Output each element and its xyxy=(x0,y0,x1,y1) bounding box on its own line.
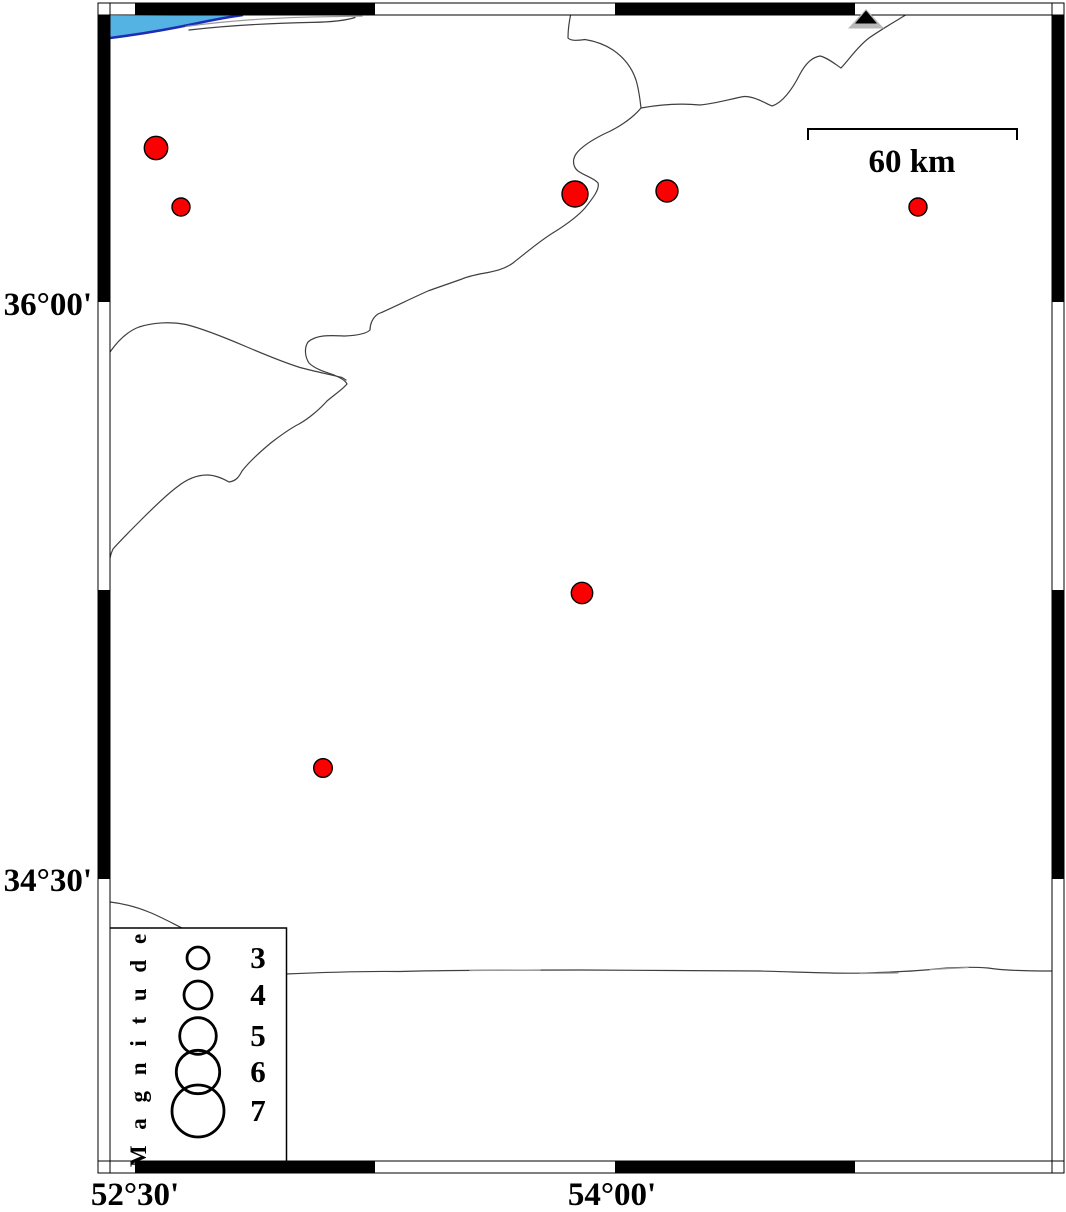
legend-title: M a g n i t u d e xyxy=(126,928,151,1168)
legend-circle-m3 xyxy=(185,945,211,971)
coastline-main xyxy=(108,107,642,580)
legend-magnitude-label: 5 xyxy=(250,1018,266,1053)
lat-tick-label-top: 36°00' xyxy=(3,287,92,323)
earthquake-markers xyxy=(143,135,928,779)
coastline-bay-spit xyxy=(109,322,347,381)
river-branch xyxy=(567,12,642,109)
lon-tick-label-right: 54°00' xyxy=(567,1177,657,1212)
legend-magnitude-label: 7 xyxy=(250,1093,266,1128)
lat-tick-label-bottom: 34°30' xyxy=(3,863,92,899)
earthquake-marker xyxy=(908,197,928,217)
earthquake-marker xyxy=(570,581,594,605)
coastline-shore-lower xyxy=(188,16,356,31)
station-triangle-icon xyxy=(848,9,884,29)
lon-tick-label-left: 52°30' xyxy=(90,1177,180,1212)
earthquake-marker xyxy=(171,197,191,217)
sea-border-line xyxy=(109,13,244,40)
legend-circle-m5 xyxy=(178,1016,218,1056)
coastline-shore-upper xyxy=(185,15,363,28)
map-frame xyxy=(97,2,1065,1174)
legend-magnitude-label: 6 xyxy=(250,1054,266,1089)
legend-circle-m7 xyxy=(170,1083,226,1139)
border-line-south-gray xyxy=(469,966,969,975)
legend-magnitude-label: 3 xyxy=(250,940,266,975)
legend-circle-m4 xyxy=(182,979,214,1011)
scalebar-bracket xyxy=(807,128,1018,140)
coastline-northeast xyxy=(640,9,914,109)
legend-magnitude-label: 4 xyxy=(250,977,266,1012)
coastline-group xyxy=(108,9,1053,975)
earthquake-marker xyxy=(313,758,334,779)
border-line-south xyxy=(285,966,1053,975)
earthquake-marker xyxy=(143,135,169,161)
legend-circle-m6 xyxy=(174,1048,222,1096)
legend-circles xyxy=(170,945,226,1139)
scalebar-label: 60 km xyxy=(868,144,956,180)
border-line-southwest xyxy=(109,901,183,929)
earthquake-marker xyxy=(655,179,679,203)
earthquake-marker xyxy=(561,180,589,208)
